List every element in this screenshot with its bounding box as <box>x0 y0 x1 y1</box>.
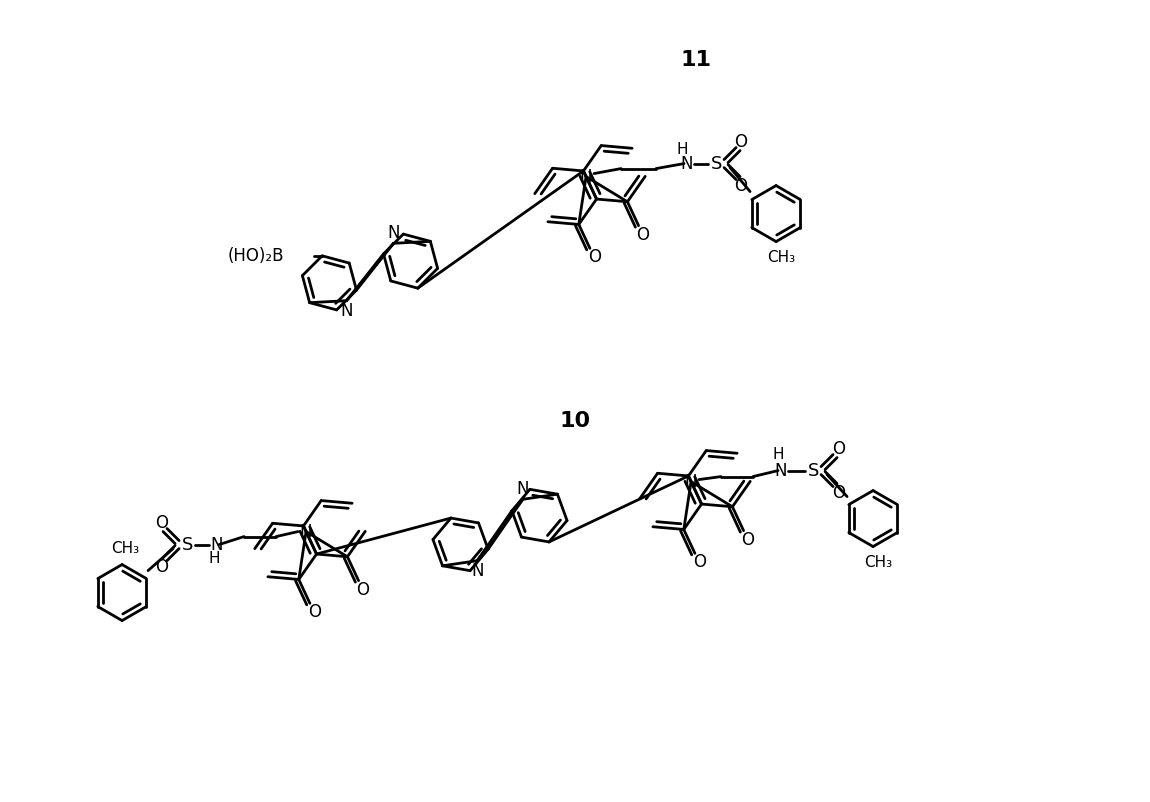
Text: N: N <box>580 168 592 185</box>
Text: N: N <box>340 302 353 320</box>
Text: O: O <box>155 513 169 532</box>
Text: H: H <box>208 551 220 566</box>
Text: (HO)₂B: (HO)₂B <box>228 247 284 265</box>
Text: O: O <box>692 553 706 571</box>
Text: O: O <box>833 439 845 458</box>
Text: O: O <box>636 225 650 244</box>
Text: H: H <box>676 142 688 157</box>
Text: O: O <box>356 581 369 599</box>
Text: H: H <box>773 447 784 462</box>
Text: CH₃: CH₃ <box>767 250 795 265</box>
Text: O: O <box>155 557 169 576</box>
Text: N: N <box>388 225 400 242</box>
Text: O: O <box>735 132 748 151</box>
Text: S: S <box>711 155 722 172</box>
Text: O: O <box>588 249 600 266</box>
Text: N: N <box>300 523 313 541</box>
Text: 11: 11 <box>681 51 711 70</box>
Text: CH₃: CH₃ <box>112 541 139 556</box>
Text: N: N <box>472 561 483 580</box>
Text: CH₃: CH₃ <box>864 555 892 570</box>
Text: S: S <box>182 536 193 553</box>
Text: O: O <box>735 176 748 195</box>
Text: N: N <box>684 472 697 491</box>
Text: N: N <box>775 462 788 480</box>
Text: O: O <box>742 531 754 549</box>
Text: 10: 10 <box>559 411 591 431</box>
Text: N: N <box>681 155 693 172</box>
Text: N: N <box>210 536 223 553</box>
Text: S: S <box>807 462 819 480</box>
Text: N: N <box>516 480 529 498</box>
Text: O: O <box>308 603 321 622</box>
Text: O: O <box>833 484 845 501</box>
